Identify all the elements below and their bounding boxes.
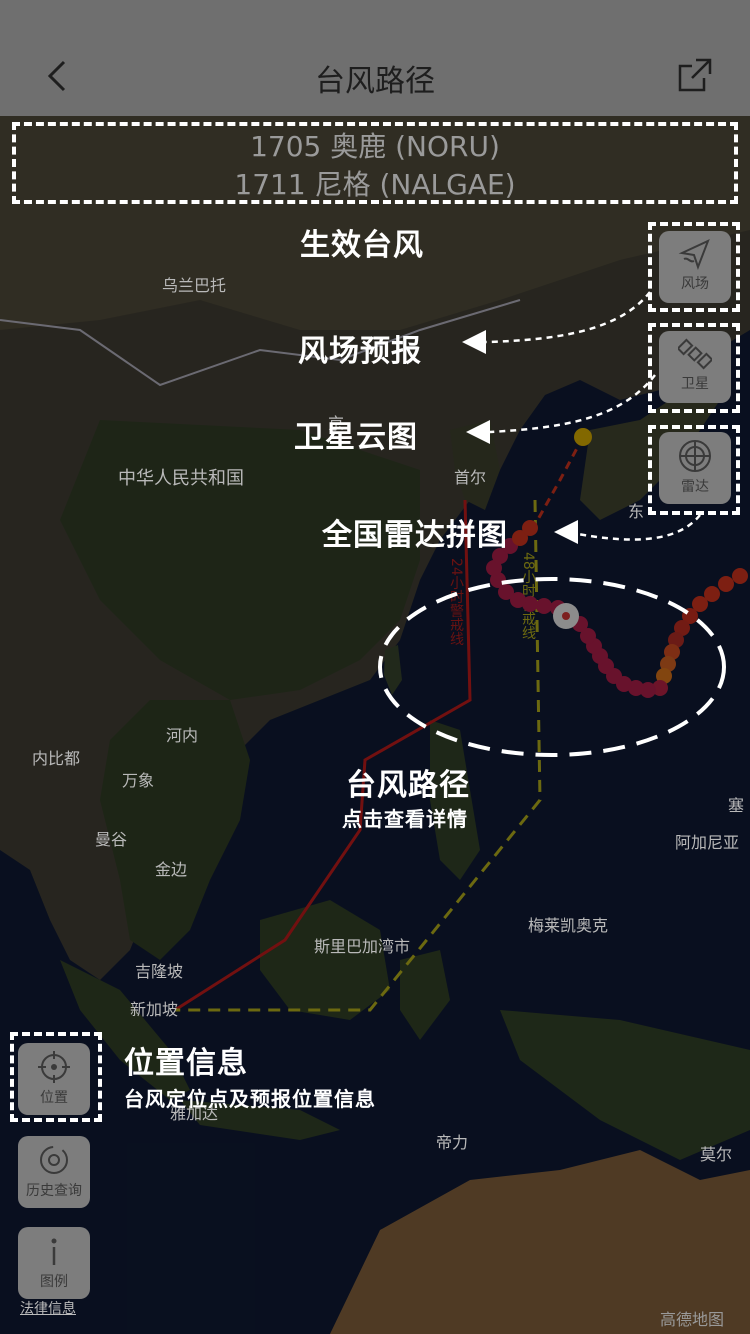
satellite-icon — [678, 338, 712, 370]
typhoon-path-point[interactable] — [536, 598, 552, 614]
typhoon-path-point[interactable] — [640, 682, 656, 698]
annotation-typhoon-path-sub: 点击查看详情 — [342, 807, 468, 831]
legend-button[interactable]: 图例 — [18, 1227, 90, 1299]
map-label-china: 中华人民共和国 — [118, 468, 244, 489]
annotation-wind-forecast: 风场预报 — [298, 334, 422, 369]
wind-button-frame — [648, 222, 740, 312]
back-icon[interactable] — [40, 56, 80, 96]
typhoon-path-dots — [486, 520, 748, 698]
forecast-point — [574, 428, 592, 446]
china-green — [60, 420, 420, 700]
wind-icon — [678, 239, 710, 270]
taiwan — [384, 645, 402, 695]
typhoon-item-nalgae[interactable]: 1711 尼格 (NALGAE) — [234, 168, 516, 201]
new-guinea — [500, 1010, 750, 1160]
sulawesi — [400, 950, 450, 1040]
map-label-singapore: 新加坡 — [130, 1000, 179, 1019]
typhoon-path-point[interactable] — [510, 592, 526, 608]
map-label-sri-begawan: 斯里巴加湾市 — [314, 937, 411, 956]
typhoon-list: 1705 奥鹿 (NORU) 1711 尼格 (NALGAE) — [12, 122, 738, 204]
java — [180, 1100, 340, 1140]
typhoon-path-point[interactable] — [580, 628, 596, 644]
typhoon-path-point[interactable] — [498, 584, 514, 600]
annotation-active-typhoon: 生效台风 — [300, 228, 424, 263]
annotation-location: 位置信息 — [124, 1046, 248, 1081]
warning-line-24h-label: 24小时警戒线 — [448, 558, 464, 646]
map-label-beijing: 京 — [328, 414, 345, 433]
sumatra — [60, 960, 190, 1100]
map-label-melekeok: 梅莱凯奥克 — [528, 916, 609, 935]
map-label-naypyidaw: 内比都 — [32, 749, 81, 768]
typhoon-path-point[interactable] — [522, 520, 538, 536]
map-label-ulaanbaatar: 乌兰巴托 — [162, 276, 227, 295]
typhoon-path-point[interactable] — [732, 568, 748, 584]
map-label-bangkok: 曼谷 — [95, 830, 128, 849]
satellite-button-frame — [648, 323, 740, 413]
radar-button[interactable]: 雷达 — [659, 432, 731, 504]
typhoon-path-point[interactable] — [486, 560, 502, 576]
info-icon — [51, 1238, 57, 1265]
wind-button[interactable]: 风场 — [659, 231, 731, 303]
history-button-label: 历史查询 — [26, 1183, 82, 1199]
map-label-port-moresby: 莫尔 — [700, 1145, 733, 1164]
map-label-kuala-lumpur: 吉隆坡 — [135, 962, 184, 981]
map-label-hagatna: 阿加尼亚 — [675, 833, 740, 852]
annotation-radar-mosaic: 全国雷达拼图 — [322, 518, 508, 553]
annotation-satellite-cloud: 卫星云图 — [294, 420, 418, 455]
typhoon-item-noru[interactable]: 1705 奥鹿 (NORU) — [250, 130, 500, 163]
map-label-hanoi: 河内 — [166, 726, 199, 745]
radar-button-label: 雷达 — [681, 479, 709, 495]
australia — [330, 1150, 750, 1334]
map-label-dili: 帝力 — [436, 1133, 469, 1152]
typhoon-path-point[interactable] — [674, 620, 690, 636]
satellite-button-label: 卫星 — [681, 376, 709, 392]
legend-button-label: 图例 — [40, 1274, 68, 1290]
typhoon-path-point[interactable] — [652, 680, 668, 696]
warning-line-48h-label: 48小时警戒线 — [520, 552, 536, 640]
share-icon[interactable] — [676, 56, 714, 94]
map-label-jakarta: 雅加达 — [170, 1104, 219, 1123]
legal-info-link[interactable]: 法律信息 — [20, 1301, 76, 1317]
typhoon-path-point[interactable] — [692, 596, 708, 612]
border-line — [0, 299, 521, 387]
typhoon-path-point[interactable] — [704, 586, 720, 602]
page-title: 台风路径 — [315, 64, 435, 99]
location-button-frame — [10, 1032, 102, 1122]
radar-button-frame — [648, 425, 740, 515]
radar-icon — [679, 440, 711, 472]
typhoon-path-point[interactable] — [512, 530, 528, 546]
indochina — [100, 700, 250, 960]
philippines — [430, 720, 480, 880]
wind-button-label: 风场 — [681, 276, 709, 292]
amap-watermark: 高德地图 — [660, 1310, 725, 1329]
annotation-location-sub: 台风定位点及预报位置信息 — [124, 1087, 376, 1111]
location-button[interactable]: 位置 — [18, 1043, 90, 1115]
nav-bar: 台风路径 — [0, 0, 750, 116]
typhoon-path-point[interactable] — [718, 576, 734, 592]
warning-line-48h — [175, 499, 542, 1012]
warning-line-24h — [174, 499, 472, 1012]
arrow-radar — [577, 514, 701, 541]
history-button[interactable]: 历史查询 — [18, 1136, 90, 1208]
map-label-saipan: 塞 — [728, 796, 745, 815]
location-button-label: 位置 — [40, 1090, 68, 1106]
map-label-phnom-penh: 金边 — [155, 860, 188, 879]
path-highlight-ellipse — [378, 577, 726, 757]
history-icon — [40, 1146, 68, 1174]
crosshair-icon — [38, 1051, 70, 1083]
map-label-seoul: 首尔 — [454, 468, 487, 487]
map-label-tokyo: 东 — [628, 502, 645, 521]
map-label-vientiane: 万象 — [122, 771, 155, 790]
forecast-track-line — [530, 436, 585, 531]
mongolia-region — [0, 116, 750, 330]
annotation-typhoon-path: 台风路径 — [346, 768, 470, 803]
arrow-satellite — [489, 374, 656, 434]
arrow-wind — [485, 291, 651, 344]
satellite-button[interactable]: 卫星 — [659, 331, 731, 403]
typhoon-path-point[interactable] — [492, 548, 508, 564]
